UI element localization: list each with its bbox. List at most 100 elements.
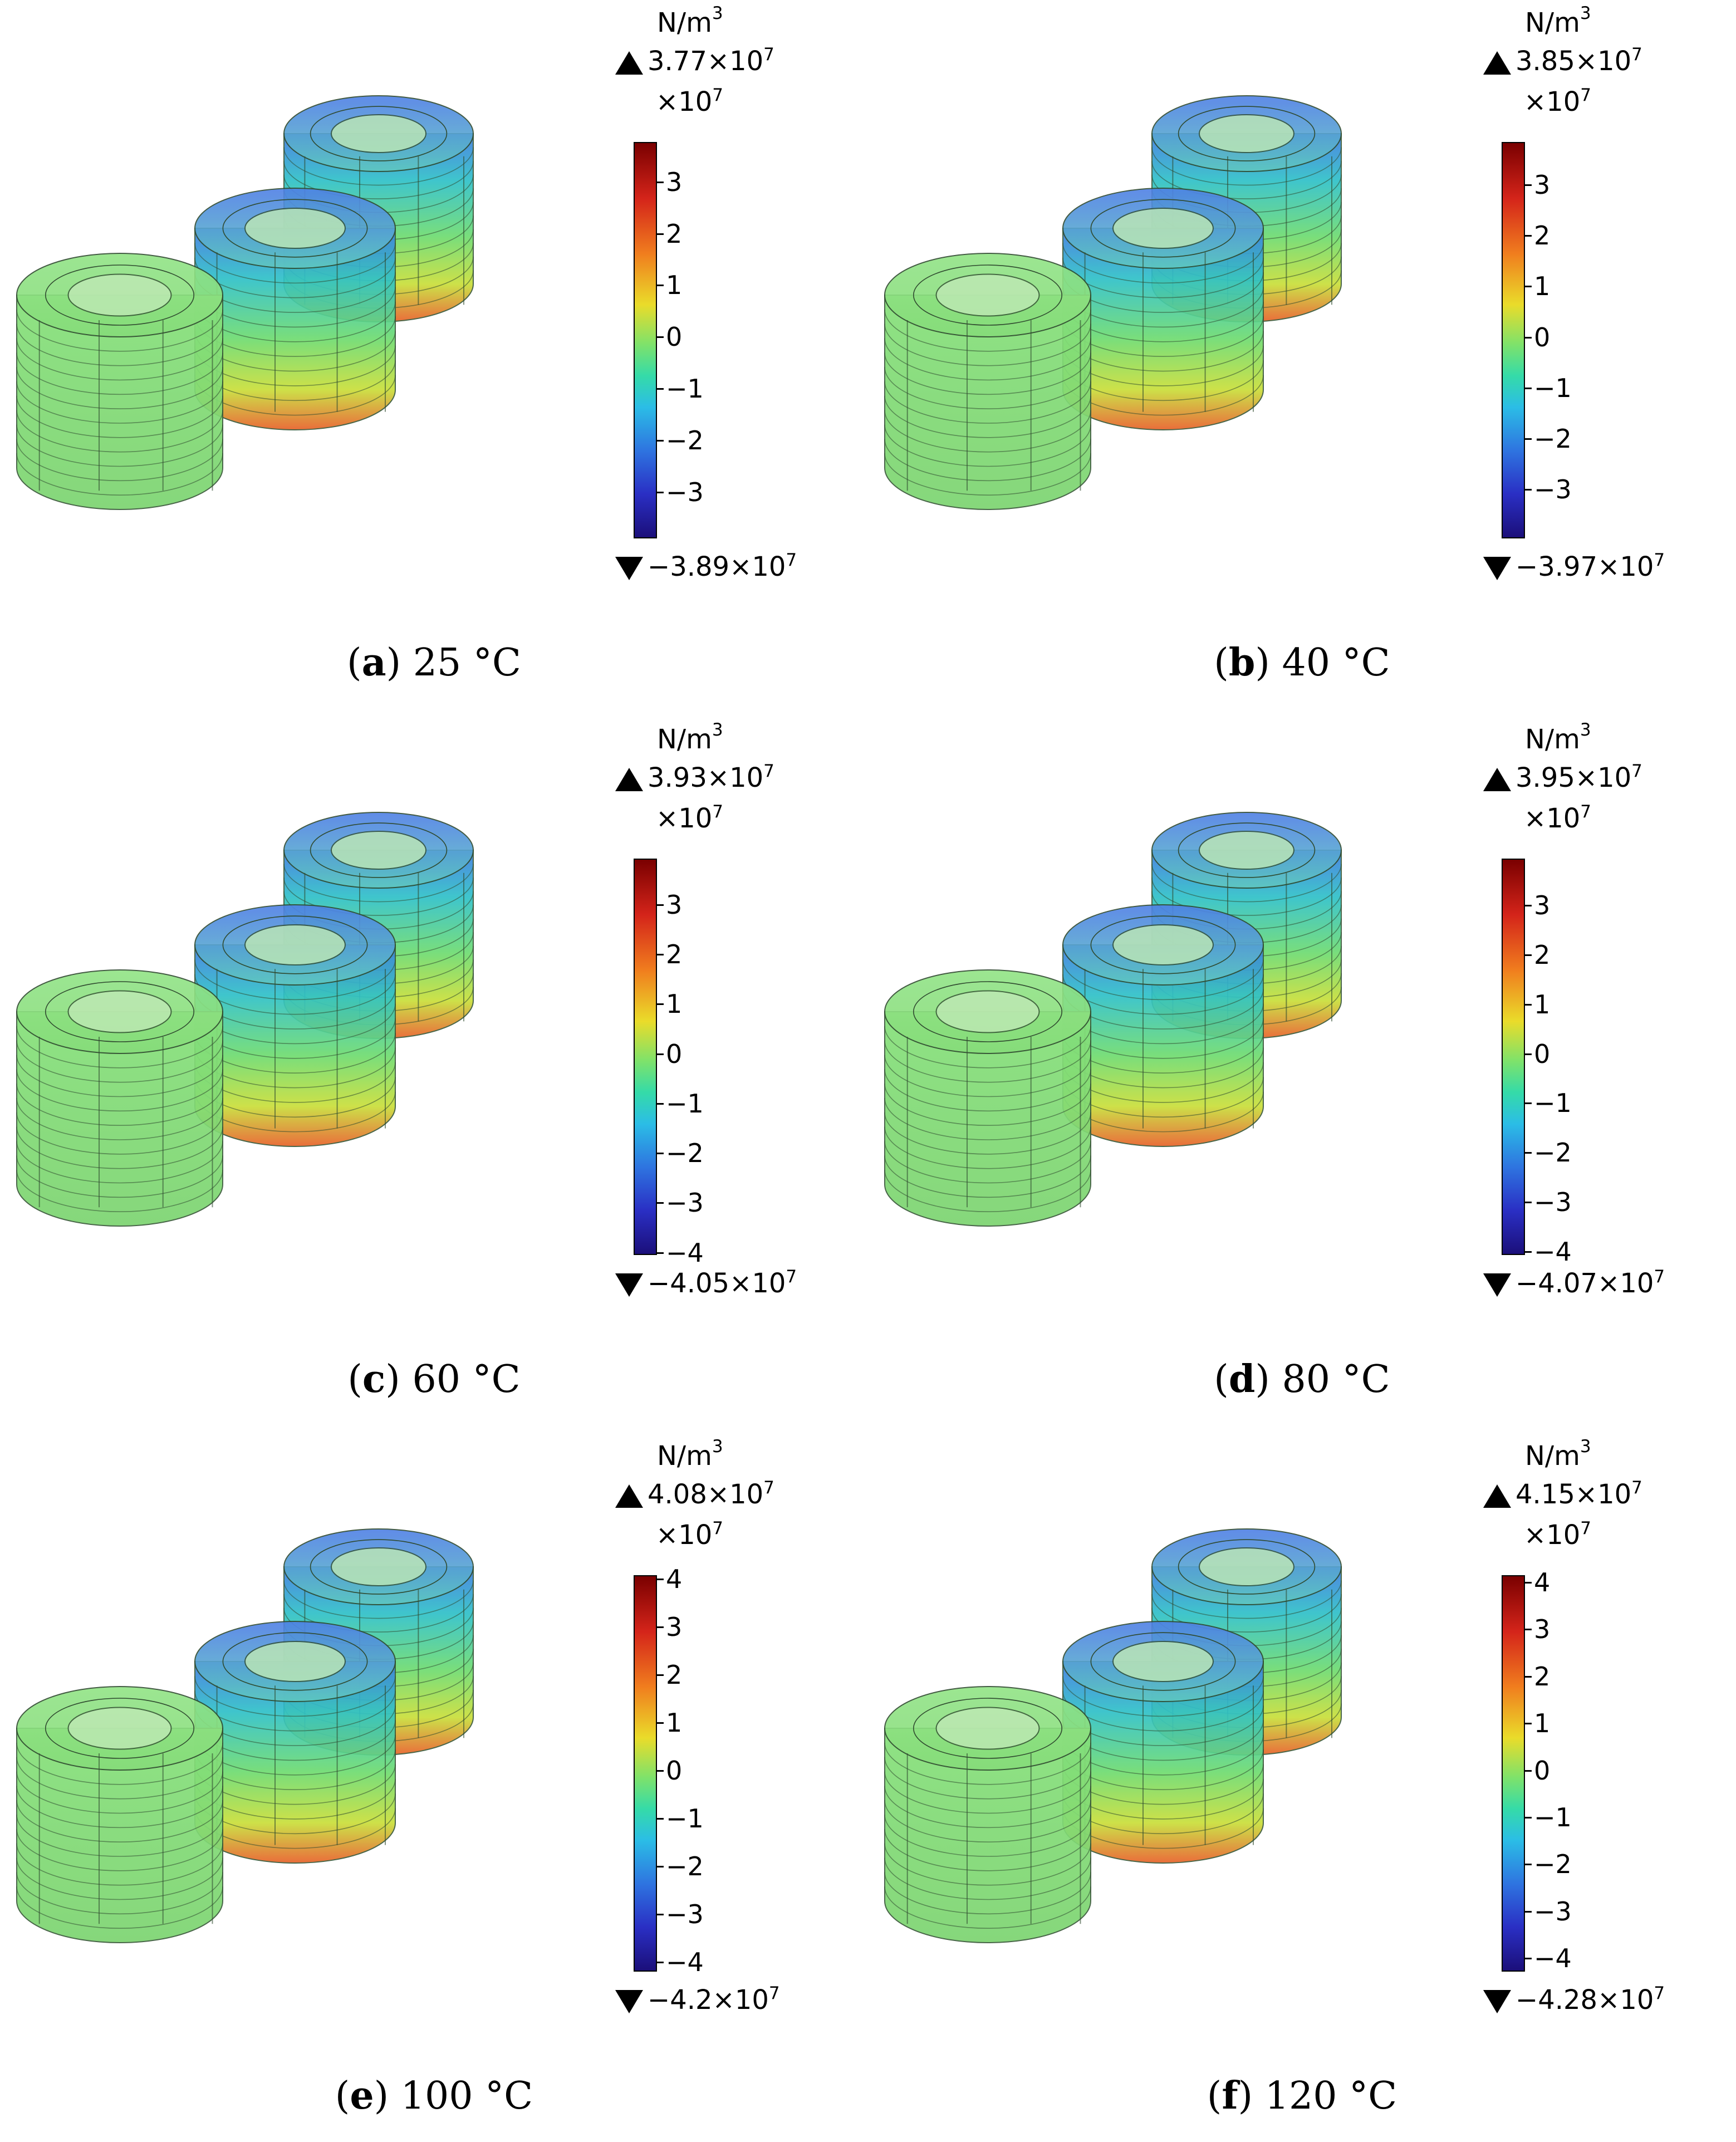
min-value: −3.89×107: [615, 550, 797, 582]
coil-phase-b: [1062, 188, 1264, 430]
colorbar-tick: [1525, 1581, 1532, 1584]
panel-f: N/m3 4.15×107 ×107 4 3 2 1 0 −1 −2 −3 −4 −4.28×107 (f…: [868, 1433, 1736, 2142]
unit-exponent: 3: [712, 1437, 723, 1457]
colorbar-tick: [1525, 1102, 1532, 1105]
min-triangle-icon: [1483, 1990, 1511, 2013]
min-triangle-icon: [615, 1273, 643, 1297]
unit-text: N/m: [657, 1440, 712, 1472]
colorbar-tick: [657, 492, 664, 494]
colorbar-tick: [657, 1865, 664, 1867]
colorbar-tick: [1525, 286, 1532, 288]
colorbar-tick: [657, 1961, 664, 1963]
colorbar-tick: [657, 440, 664, 442]
caption-temperature: 60 °C: [412, 1357, 521, 1401]
max-number: 3.95×10: [1516, 762, 1632, 793]
min-exponent: 7: [1654, 1267, 1665, 1287]
unit-exponent: 3: [712, 3, 723, 23]
multiplier-exponent: 7: [712, 1518, 724, 1538]
max-number: 3.93×10: [648, 762, 764, 793]
min-triangle-icon: [1483, 557, 1511, 580]
caption-letter: f: [1222, 2074, 1238, 2118]
min-number: −3.97×10: [1516, 551, 1654, 582]
colorbar: [1502, 859, 1525, 1255]
colorbar-tick: [1525, 1251, 1532, 1253]
max-triangle-icon: [615, 51, 643, 75]
panel-caption: (e) 100 °C: [335, 2074, 533, 2118]
panel-a: N/m3 3.77×107 ×107 3 2 1 0 −1 −2 −3 −3.89×107 (a) 2…: [0, 0, 868, 709]
max-value: 3.93×107: [615, 761, 774, 793]
max-exponent: 7: [1631, 45, 1642, 65]
min-number: −4.2×10: [648, 1984, 769, 2016]
coil-phase-a: [16, 969, 223, 1227]
colorbar-tick: [657, 904, 664, 906]
colorbar-tick-label: 2: [666, 939, 683, 970]
min-number: −3.89×10: [648, 551, 786, 582]
colorbar-tick-label: −4: [1534, 1236, 1572, 1267]
colorbar-tick-label: −3: [1534, 1896, 1572, 1927]
colorbar-tick: [657, 1722, 664, 1724]
colorbar-tick-label: 4: [666, 1563, 683, 1594]
colorbar-tick: [1525, 184, 1532, 187]
colorbar-tick-label: 1: [666, 1707, 683, 1738]
colorbar-tick: [1525, 954, 1532, 957]
coil-phase-a: [16, 253, 223, 510]
coil-phase-b: [1062, 1621, 1264, 1864]
min-value: −4.05×107: [615, 1267, 797, 1299]
min-number: −4.05×10: [648, 1268, 786, 1299]
max-exponent: 7: [1631, 761, 1642, 781]
min-triangle-icon: [615, 1990, 643, 2013]
max-value: 3.95×107: [1483, 761, 1642, 793]
colorbar-tick-label: −3: [666, 477, 704, 508]
colorbar-tick-label: 1: [1534, 989, 1551, 1019]
unit-label: N/m3: [657, 1437, 723, 1472]
max-number: 3.77×10: [648, 46, 764, 77]
min-exponent: 7: [786, 550, 797, 570]
colorbar-multiplier: ×107: [1524, 85, 1591, 117]
coil-phase-b: [194, 1621, 396, 1864]
colorbar-tick: [657, 1252, 664, 1254]
min-value: −4.2×107: [615, 1983, 780, 2016]
max-triangle-icon: [1483, 768, 1511, 791]
colorbar-tick: [657, 233, 664, 235]
panel-d: N/m3 3.95×107 ×107 3 2 1 0 −1 −2 −3 −4 −4.07×107 (d)…: [868, 717, 1736, 1425]
colorbar-tick-label: −2: [666, 425, 704, 456]
unit-label: N/m3: [657, 3, 723, 38]
max-exponent: 7: [763, 761, 774, 781]
multiplier-text: ×10: [1524, 803, 1581, 834]
colorbar-tick: [657, 285, 664, 287]
panel-c: N/m3 3.93×107 ×107 3 2 1 0 −1 −2 −3 −4 −4.05×107 (c)…: [0, 717, 868, 1425]
colorbar: [1502, 142, 1525, 538]
colorbar-tick-label: −3: [666, 1899, 704, 1929]
coil-render: [884, 812, 1342, 1227]
colorbar-tick-label: −1: [1534, 372, 1572, 403]
unit-exponent: 3: [1580, 720, 1591, 740]
unit-text: N/m: [657, 724, 712, 755]
max-value: 4.08×107: [615, 1478, 774, 1510]
colorbar-tick: [657, 1913, 664, 1915]
colorbar-tick: [657, 1578, 664, 1580]
max-value: 3.77×107: [615, 45, 774, 77]
unit-exponent: 3: [1580, 3, 1591, 23]
colorbar-tick: [1525, 235, 1532, 237]
multiplier-text: ×10: [1524, 86, 1581, 117]
multiplier-text: ×10: [656, 86, 713, 117]
colorbar-tick: [1525, 1958, 1532, 1960]
panel-caption: (f) 120 °C: [1207, 2074, 1397, 2118]
unit-text: N/m: [1525, 724, 1580, 755]
unit-label: N/m3: [1525, 3, 1591, 38]
coil-phase-b: [194, 904, 396, 1147]
multiplier-exponent: 7: [1580, 802, 1592, 822]
colorbar-tick: [1525, 1864, 1532, 1866]
colorbar-tick: [657, 1153, 664, 1155]
colorbar-tick-label: 2: [666, 1659, 683, 1690]
colorbar-tick-label: −3: [666, 1188, 704, 1218]
caption-letter: b: [1228, 640, 1256, 685]
colorbar-tick: [1525, 1202, 1532, 1203]
colorbar-tick: [657, 1053, 664, 1055]
max-exponent: 7: [763, 1478, 774, 1498]
colorbar-tick-label: −1: [1534, 1802, 1572, 1832]
colorbar-tick-label: 0: [666, 1038, 683, 1069]
colorbar-tick-label: 2: [1534, 1661, 1551, 1692]
unit-label: N/m3: [1525, 720, 1591, 755]
unit-text: N/m: [1525, 7, 1580, 38]
